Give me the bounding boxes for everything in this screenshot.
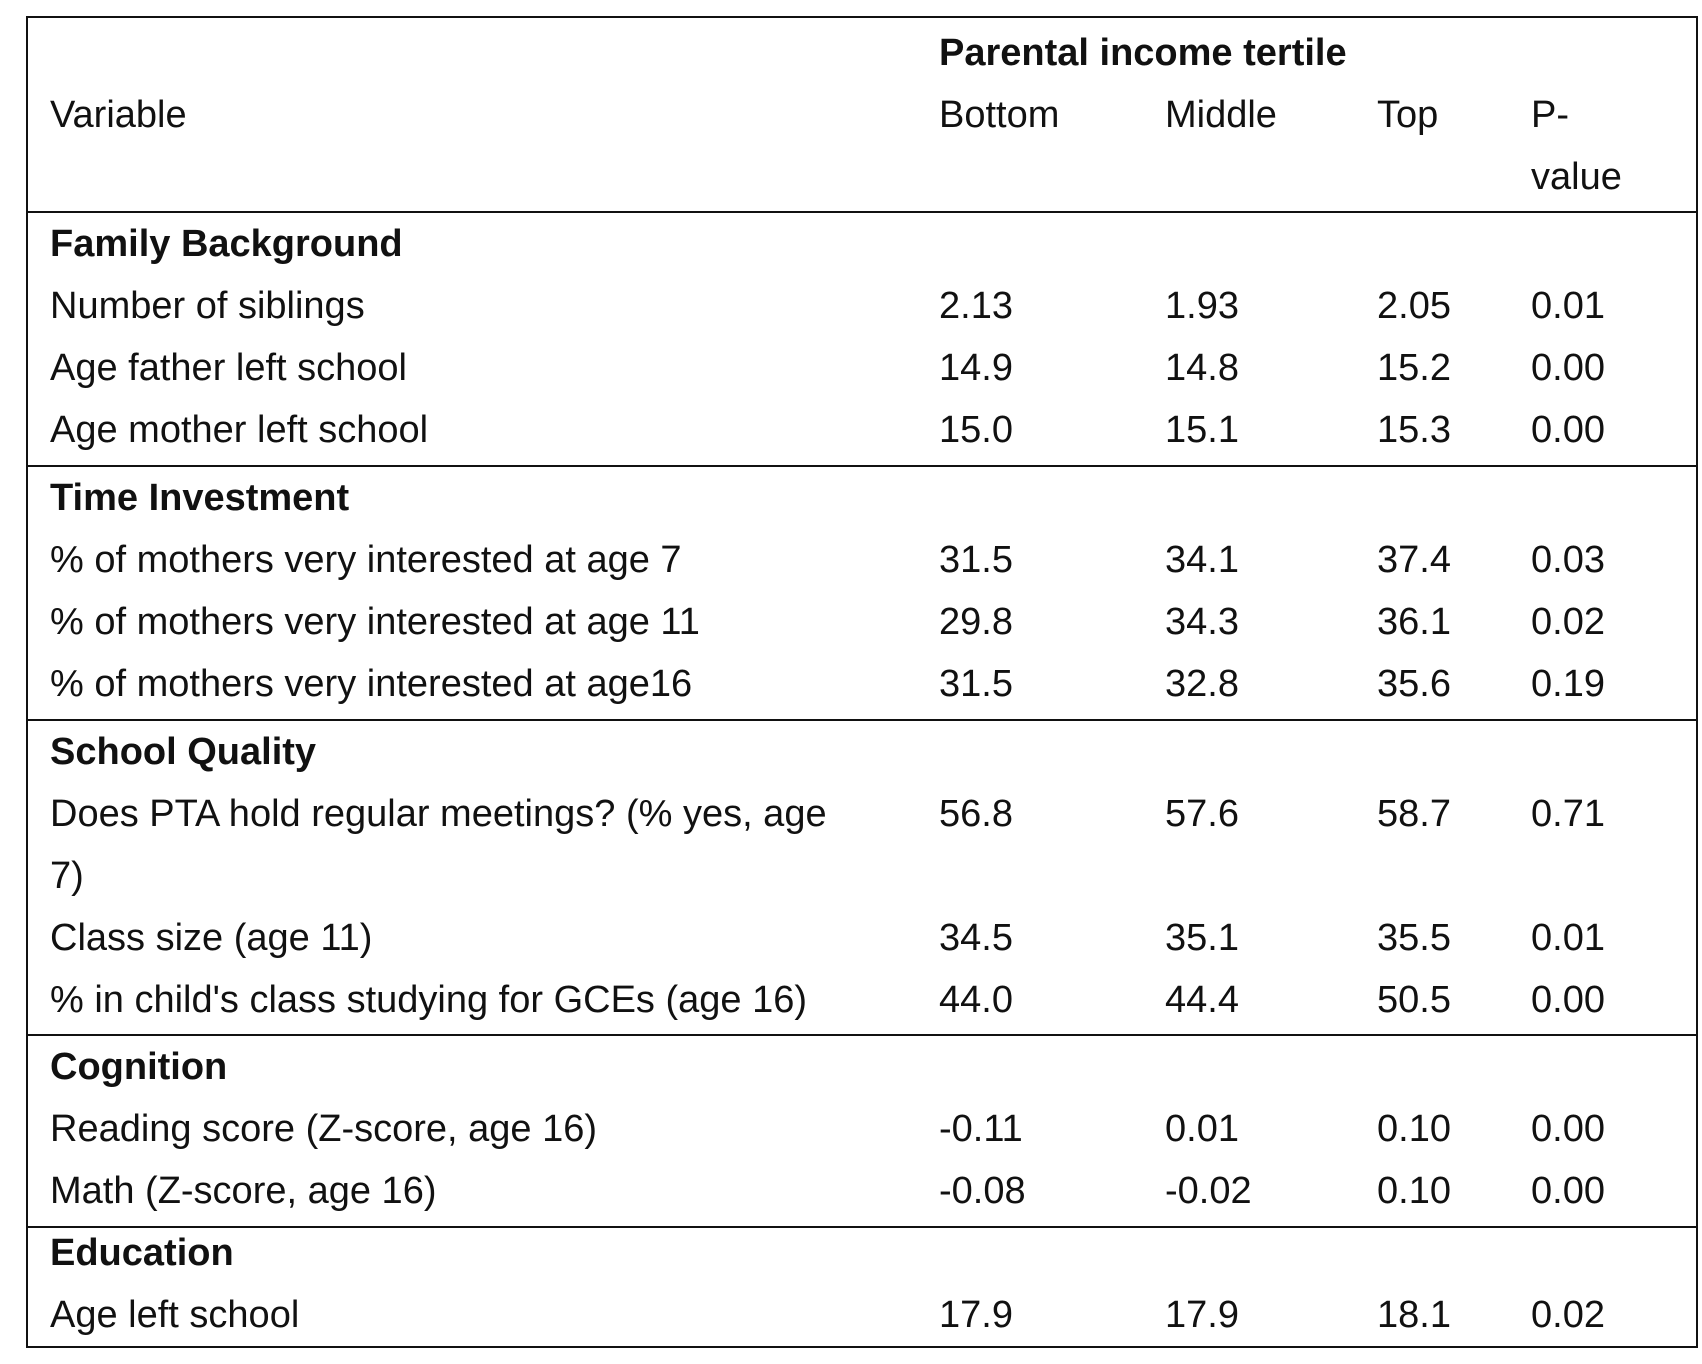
row-label: Age left school	[50, 1294, 300, 1336]
section-education: Education Age left school 17.9 17.9 18.1…	[28, 1226, 1696, 1346]
cell-top: 50.5	[1377, 979, 1451, 1021]
section-title: School Quality	[50, 731, 317, 773]
cell-pvalue: 0.02	[1531, 601, 1605, 643]
cell-top: 2.05	[1377, 285, 1451, 327]
cell-middle: 34.1	[1165, 539, 1239, 581]
cell-middle: 34.3	[1165, 601, 1239, 643]
table-row: Age father left school 14.9 14.8 15.2 0.…	[28, 337, 1696, 399]
cell-top: 58.7	[1377, 793, 1451, 835]
section-title: Education	[50, 1232, 234, 1274]
row-label: % in child's class studying for GCEs (ag…	[50, 979, 808, 1021]
column-header-top: Top	[1377, 94, 1439, 136]
cell-pvalue: 0.00	[1531, 1170, 1605, 1212]
section-title: Cognition	[50, 1046, 228, 1088]
cell-pvalue: 0.03	[1531, 539, 1605, 581]
table-row: % of mothers very interested at age16 31…	[28, 653, 1696, 715]
cell-bottom: 14.9	[939, 347, 1013, 389]
section-cognition: Cognition Reading score (Z-score, age 16…	[28, 1034, 1696, 1226]
cell-bottom: 56.8	[939, 793, 1013, 835]
table-row: % in child's class studying for GCEs (ag…	[28, 969, 1696, 1031]
cell-middle: 14.8	[1165, 347, 1239, 389]
cell-middle: 57.6	[1165, 793, 1239, 835]
cell-middle: 15.1	[1165, 409, 1239, 451]
row-label: Class size (age 11)	[50, 917, 373, 959]
column-header-pvalue-1: P-	[1531, 94, 1569, 136]
cell-bottom: 15.0	[939, 409, 1013, 451]
cell-bottom: 2.13	[939, 285, 1013, 327]
cell-top: 15.2	[1377, 347, 1451, 389]
cell-pvalue: 0.01	[1531, 285, 1605, 327]
cell-middle: 1.93	[1165, 285, 1239, 327]
section-school-quality: School Quality Does PTA hold regular mee…	[28, 719, 1696, 1034]
cell-top: 0.10	[1377, 1108, 1451, 1150]
cell-bottom: 29.8	[939, 601, 1013, 643]
table-row: % of mothers very interested at age 11 2…	[28, 591, 1696, 653]
section-time-investment: Time Investment % of mothers very intere…	[28, 465, 1696, 719]
cell-pvalue: 0.00	[1531, 979, 1605, 1021]
cell-bottom: 17.9	[939, 1294, 1013, 1336]
cell-middle: 0.01	[1165, 1108, 1239, 1150]
section-title: Time Investment	[50, 477, 350, 519]
row-label: Age mother left school	[50, 409, 429, 451]
cell-pvalue: 0.19	[1531, 663, 1605, 705]
cell-pvalue: 0.00	[1531, 1108, 1605, 1150]
table-row: Does PTA hold regular meetings? (% yes, …	[28, 783, 1696, 845]
cell-pvalue: 0.02	[1531, 1294, 1605, 1336]
cell-top: 15.3	[1377, 409, 1451, 451]
table-row: % of mothers very interested at age 7 31…	[28, 529, 1696, 591]
cell-pvalue: 0.71	[1531, 793, 1605, 835]
cell-bottom: 31.5	[939, 539, 1013, 581]
row-label: Math (Z-score, age 16)	[50, 1170, 437, 1212]
data-table: Parental income tertile Variable Bottom …	[26, 16, 1698, 1348]
group-header: Parental income tertile	[939, 32, 1347, 74]
cell-pvalue: 0.00	[1531, 409, 1605, 451]
cell-middle: -0.02	[1165, 1170, 1252, 1212]
row-label: % of mothers very interested at age16	[50, 663, 693, 705]
row-label: Age father left school	[50, 347, 407, 389]
row-label: Does PTA hold regular meetings? (% yes, …	[50, 793, 827, 835]
cell-bottom: -0.11	[939, 1108, 1023, 1150]
cell-pvalue: 0.00	[1531, 347, 1605, 389]
cell-top: 35.6	[1377, 663, 1451, 705]
row-label: % of mothers very interested at age 11	[50, 601, 700, 643]
row-label: Number of siblings	[50, 285, 365, 327]
table-row: Reading score (Z-score, age 16) -0.11 0.…	[28, 1098, 1696, 1160]
section-title: Family Background	[50, 223, 403, 265]
cell-top: 37.4	[1377, 539, 1451, 581]
column-header-pvalue-2: value	[1531, 156, 1622, 198]
cell-bottom: -0.08	[939, 1170, 1026, 1212]
cell-bottom: 31.5	[939, 663, 1013, 705]
cell-middle: 17.9	[1165, 1294, 1239, 1336]
table-header: Parental income tertile Variable Bottom …	[28, 18, 1696, 211]
row-label: % of mothers very interested at age 7	[50, 539, 682, 581]
cell-pvalue: 0.01	[1531, 917, 1605, 959]
table-row: Math (Z-score, age 16) -0.08 -0.02 0.10 …	[28, 1160, 1696, 1222]
table-row: Age mother left school 15.0 15.1 15.3 0.…	[28, 399, 1696, 461]
column-header-middle: Middle	[1165, 94, 1277, 136]
cell-top: 36.1	[1377, 601, 1451, 643]
row-label-continuation: 7)	[50, 855, 84, 897]
cell-top: 0.10	[1377, 1170, 1451, 1212]
cell-top: 18.1	[1377, 1294, 1451, 1336]
cell-middle: 35.1	[1165, 917, 1239, 959]
table-row: Age left school 17.9 17.9 18.1 0.02	[28, 1284, 1696, 1346]
table-row: Number of siblings 2.13 1.93 2.05 0.01	[28, 275, 1696, 337]
cell-middle: 44.4	[1165, 979, 1239, 1021]
row-label: Reading score (Z-score, age 16)	[50, 1108, 598, 1150]
cell-bottom: 34.5	[939, 917, 1013, 959]
column-header-bottom: Bottom	[939, 94, 1060, 136]
variable-header: Variable	[50, 94, 187, 136]
section-family-background: Family Background Number of siblings 2.1…	[28, 211, 1696, 465]
cell-top: 35.5	[1377, 917, 1451, 959]
table-row: Class size (age 11) 34.5 35.1 35.5 0.01	[28, 907, 1696, 969]
cell-bottom: 44.0	[939, 979, 1013, 1021]
cell-middle: 32.8	[1165, 663, 1239, 705]
